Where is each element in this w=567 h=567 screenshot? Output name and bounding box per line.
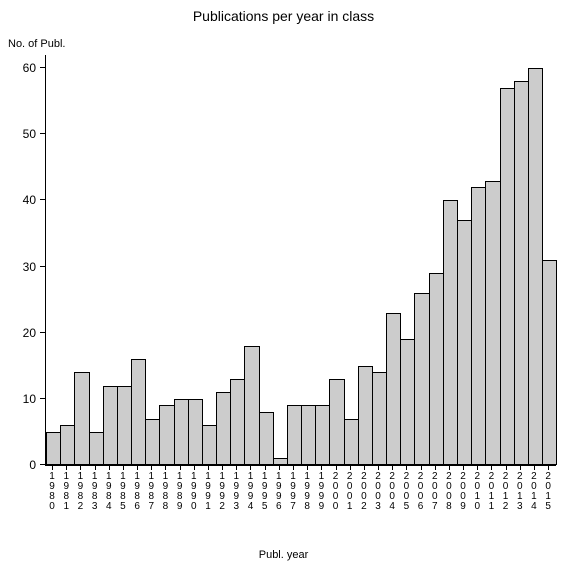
bar [443,200,458,465]
bar [202,425,217,465]
bar [117,386,132,465]
bar [542,260,557,465]
xtick-label: 2 0 0 9 [458,472,468,512]
xtick-label: 2 0 0 1 [345,472,355,512]
xtick-label: 2 0 0 2 [359,472,369,512]
bar [301,405,316,465]
bar [471,187,486,465]
bar [386,313,401,465]
chart-title: Publications per year in class [0,8,567,24]
ytick [40,332,46,333]
xtick-label: 2 0 1 1 [486,472,496,512]
bar [372,372,387,465]
ytick-label: 30 [23,260,36,274]
xtick-label: 1 9 9 8 [302,472,312,512]
bar [103,386,118,465]
bar [400,339,415,465]
xtick-label: 2 0 1 3 [515,472,525,512]
bar [174,399,189,465]
xtick-label: 1 9 8 1 [61,472,71,512]
xtick-label: 1 9 9 7 [288,472,298,512]
xtick-label: 2 0 0 8 [444,472,454,512]
plot-area: 0102030405060 [45,55,556,466]
bar [188,399,203,465]
ytick [40,67,46,68]
bar [358,366,373,465]
bars-group [46,55,556,465]
bar [259,412,274,465]
ytick-label: 0 [29,458,36,472]
xtick-label: 2 0 0 5 [401,472,411,512]
x-axis-label: Publ. year [0,549,567,561]
bar [216,392,231,465]
xtick-label: 2 0 0 7 [430,472,440,512]
xtick-label: 1 9 8 4 [104,472,114,512]
ytick [40,266,46,267]
bar [131,359,146,465]
ytick [40,398,46,399]
bar [46,432,61,465]
ytick-label: 10 [23,392,36,406]
bar [230,379,245,465]
xtick-label: 1 9 9 2 [217,472,227,512]
xtick-label: 1 9 9 6 [274,472,284,512]
bar [457,220,472,465]
xtick-label: 1 9 8 5 [118,472,128,512]
bar [429,273,444,465]
xtick-label: 1 9 8 8 [160,472,170,512]
xtick-label: 1 9 8 0 [47,472,57,512]
bar [74,372,89,465]
bar [414,293,429,465]
ytick-label: 50 [23,127,36,141]
bar [528,68,543,465]
ytick [40,133,46,134]
bar [244,346,259,465]
xtick-label: 2 0 1 4 [529,472,539,512]
bar [159,405,174,465]
bar [287,405,302,465]
chart-container: Publications per year in class No. of Pu… [0,0,567,567]
xtick-label: 1 9 9 9 [316,472,326,512]
xtick-label: 1 9 9 0 [189,472,199,512]
xtick-label: 1 9 9 1 [203,472,213,512]
ytick-label: 20 [23,326,36,340]
xtick-label: 2 0 0 6 [416,472,426,512]
xtick-label: 1 9 8 6 [132,472,142,512]
bar [145,419,160,465]
xtick-label: 1 9 9 3 [231,472,241,512]
bar [273,458,288,465]
xtick-label: 1 9 8 7 [146,472,156,512]
bar [500,88,515,465]
xtick-label: 1 9 9 5 [260,472,270,512]
bar [514,81,529,465]
ytick [40,464,46,465]
xtick-label: 1 9 9 4 [245,472,255,512]
xtick-label: 1 9 8 2 [75,472,85,512]
ytick [40,199,46,200]
xtick-label: 2 0 1 2 [501,472,511,512]
xtick-label: 2 0 1 0 [472,472,482,512]
bar [485,181,500,465]
bar [344,419,359,465]
ytick-label: 60 [23,61,36,75]
ytick-label: 40 [23,193,36,207]
xtick-label: 2 0 1 5 [543,472,553,512]
xtick-label: 2 0 0 0 [331,472,341,512]
xtick-label: 2 0 0 3 [373,472,383,512]
xtick-label: 2 0 0 4 [387,472,397,512]
bar [60,425,75,465]
bar [329,379,344,465]
bar [89,432,104,465]
xtick-label: 1 9 8 3 [90,472,100,512]
bar [315,405,330,465]
y-axis-label: No. of Publ. [8,38,65,50]
xtick-label: 1 9 8 9 [175,472,185,512]
